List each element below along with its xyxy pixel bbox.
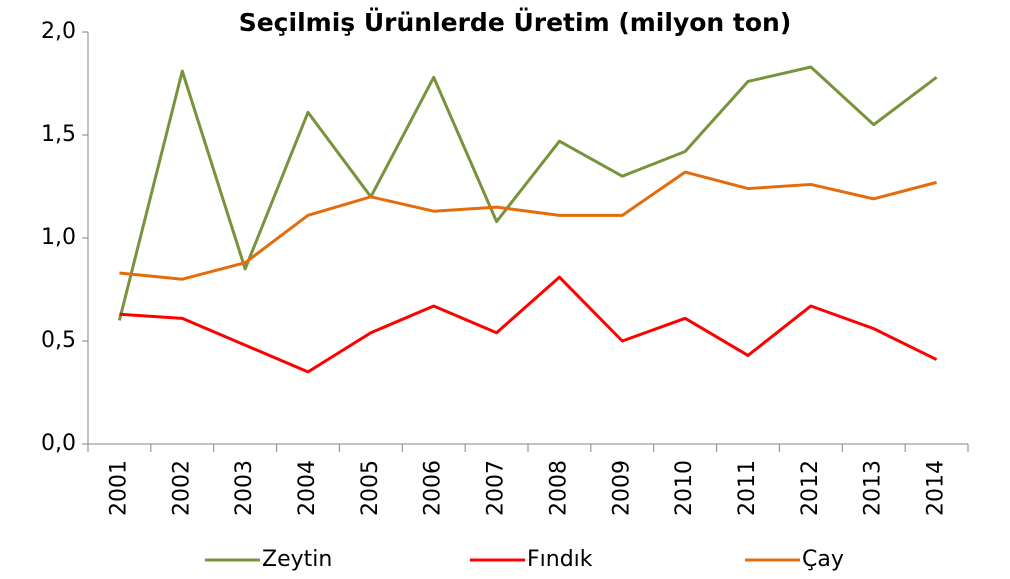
series-line [119, 170, 937, 281]
legend-label: Çay [802, 547, 844, 572]
series-line [119, 275, 938, 374]
y-tick-label: 1,0 [41, 225, 76, 250]
y-tick-label: 1,5 [41, 122, 76, 147]
x-tick-label: 2012 [798, 460, 823, 516]
series-line [117, 65, 938, 321]
x-tick-label: 2001 [106, 460, 131, 516]
x-tick-label: 2003 [232, 460, 257, 516]
x-tick-label: 2010 [672, 460, 697, 516]
y-tick-label: 0,5 [41, 328, 76, 353]
x-tick-label: 2009 [609, 460, 634, 516]
y-tick-label: 0,0 [41, 431, 76, 456]
x-tick-label: 2013 [861, 460, 886, 516]
chart-title: Seçilmiş Ürünlerde Üretim (milyon ton) [239, 7, 792, 37]
x-tick-label: 2007 [484, 460, 509, 516]
legend-label: Zeytin [262, 547, 332, 572]
y-tick-label: 2,0 [41, 19, 76, 44]
x-tick-label: 2005 [358, 460, 383, 516]
x-tick-label: 2011 [735, 460, 760, 516]
x-tick-label: 2004 [295, 460, 320, 516]
x-tick-label: 2008 [546, 460, 571, 516]
x-tick-label: 2006 [421, 460, 446, 516]
x-tick-label: 2002 [169, 460, 194, 516]
legend-label: Fındık [527, 547, 593, 572]
x-tick-label: 2014 [924, 460, 949, 516]
